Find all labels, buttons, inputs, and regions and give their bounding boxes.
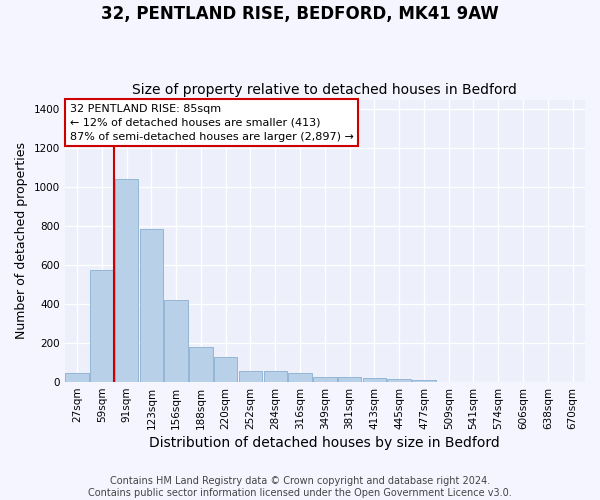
Bar	[288, 373, 312, 382]
Bar	[65, 374, 89, 382]
Bar	[189, 347, 213, 382]
Bar	[214, 356, 238, 382]
Bar	[362, 378, 386, 382]
Bar	[140, 229, 163, 382]
Bar	[388, 380, 411, 382]
Bar	[239, 371, 262, 382]
Bar	[338, 377, 361, 382]
Text: Contains HM Land Registry data © Crown copyright and database right 2024.
Contai: Contains HM Land Registry data © Crown c…	[88, 476, 512, 498]
Bar	[412, 380, 436, 382]
Title: Size of property relative to detached houses in Bedford: Size of property relative to detached ho…	[133, 83, 517, 97]
Bar	[115, 180, 139, 382]
Bar	[90, 270, 113, 382]
Y-axis label: Number of detached properties: Number of detached properties	[15, 142, 28, 340]
Bar	[164, 300, 188, 382]
Bar	[263, 371, 287, 382]
X-axis label: Distribution of detached houses by size in Bedford: Distribution of detached houses by size …	[149, 436, 500, 450]
Bar	[313, 376, 337, 382]
Text: 32, PENTLAND RISE, BEDFORD, MK41 9AW: 32, PENTLAND RISE, BEDFORD, MK41 9AW	[101, 5, 499, 23]
Text: 32 PENTLAND RISE: 85sqm
← 12% of detached houses are smaller (413)
87% of semi-d: 32 PENTLAND RISE: 85sqm ← 12% of detache…	[70, 104, 354, 142]
